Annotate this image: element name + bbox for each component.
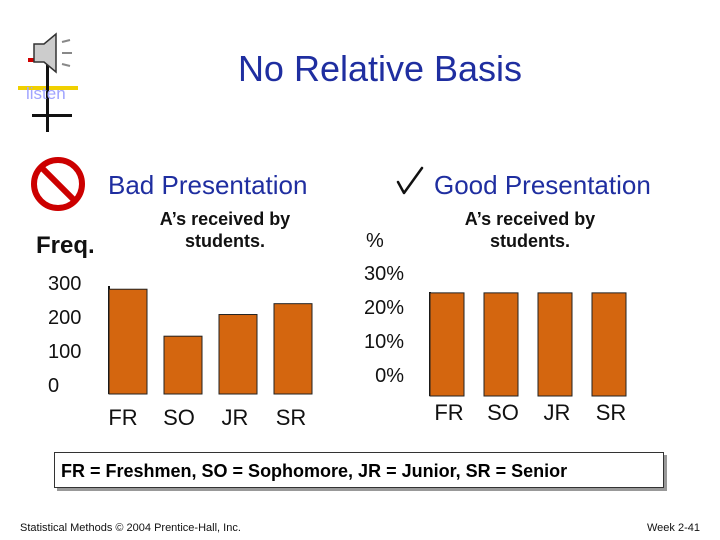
y-tick-label: 0%: [375, 365, 404, 387]
bad-chart-subtitle: A’s received by students.: [159, 209, 291, 251]
x-tick-label: JR: [222, 405, 249, 430]
x-tick-label: FR: [434, 400, 463, 425]
y-tick-label: 0: [48, 375, 59, 397]
x-tick-label: SO: [487, 400, 519, 425]
y-tick-label: 200: [48, 307, 81, 329]
bar-fr: [108, 288, 148, 395]
x-tick-label: SO: [163, 405, 195, 430]
bar-fr: [429, 292, 465, 397]
x-tick-label: FR: [108, 405, 137, 430]
x-tick-label: JR: [544, 400, 571, 425]
bad-heading: Bad Presentation: [108, 170, 308, 200]
good-bar-chart: 30% 20% 10% 0% FR SO JR SR: [364, 263, 627, 425]
category-legend: FR = Freshmen, SO = Sophomore, JR = Juni…: [54, 452, 664, 488]
good-chart-subtitle: A’s received by students.: [464, 209, 596, 251]
bar-sr: [273, 303, 313, 395]
bar-sr: [591, 292, 627, 397]
y-tick-label: 10%: [364, 331, 404, 353]
good-heading: Good Presentation: [434, 170, 651, 200]
prohibited-icon: [31, 157, 85, 211]
good-y-title: %: [366, 230, 384, 252]
footer-copyright: Statistical Methods © 2004 Prentice-Hall…: [20, 522, 241, 534]
y-tick-label: 30%: [364, 263, 404, 285]
bar-jr: [218, 314, 258, 395]
bad-y-title: Freq.: [36, 232, 95, 259]
bar-jr: [537, 292, 573, 397]
footer-slide-number: Week 2-41: [647, 522, 700, 534]
x-tick-label: SR: [596, 400, 627, 425]
listen-label[interactable]: listen: [26, 84, 66, 103]
bad-bar-chart: 300 200 100 0 FR SO JR SR: [48, 273, 313, 430]
checkmark-icon: [396, 166, 424, 195]
y-tick-label: 300: [48, 273, 81, 295]
y-tick-label: 20%: [364, 297, 404, 319]
y-tick-label: 100: [48, 341, 81, 363]
bar-so: [483, 292, 519, 397]
page-title: No Relative Basis: [237, 48, 523, 89]
bar-so: [163, 335, 203, 395]
speaker-icon[interactable]: [14, 22, 104, 134]
x-tick-label: SR: [276, 405, 307, 430]
